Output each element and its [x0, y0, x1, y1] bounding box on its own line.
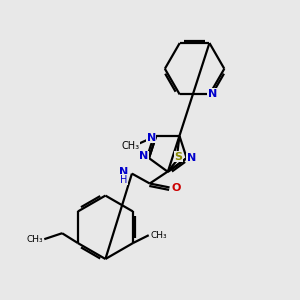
Text: N: N	[187, 153, 196, 163]
Text: N: N	[147, 133, 156, 143]
Text: N: N	[208, 88, 217, 98]
Text: N: N	[119, 167, 129, 177]
Text: CH₃: CH₃	[122, 141, 140, 151]
Text: S: S	[175, 152, 182, 162]
Text: O: O	[172, 184, 181, 194]
Text: CH₃: CH₃	[150, 231, 167, 240]
Text: N: N	[140, 151, 149, 161]
Text: H: H	[120, 175, 128, 184]
Text: CH₃: CH₃	[26, 235, 43, 244]
